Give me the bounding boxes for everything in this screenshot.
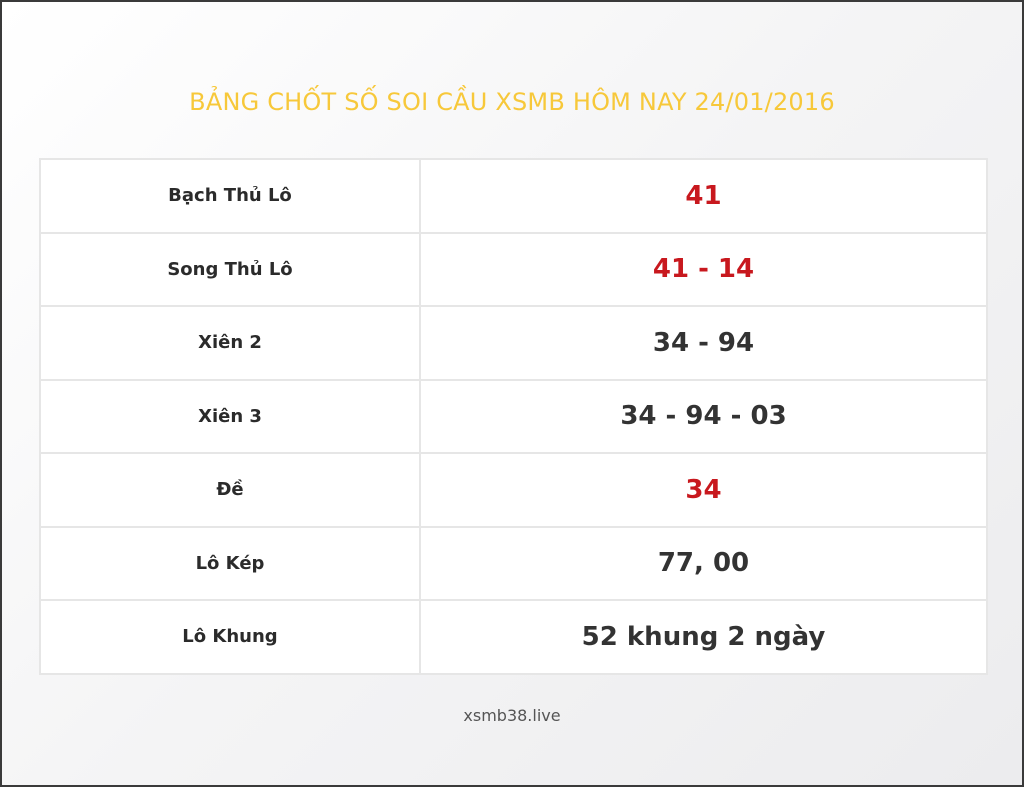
page-title: BẢNG CHỐT SỐ SOI CẦU XSMB HÔM NAY 24/01/… xyxy=(189,88,835,116)
row-value: 34 xyxy=(419,452,988,528)
row-label: Xiên 3 xyxy=(39,378,421,454)
row-label: Bạch Thủ Lô xyxy=(39,158,421,234)
row-value: 77, 00 xyxy=(419,525,988,601)
row-value: 41 xyxy=(419,158,988,234)
table-row: Lô Kép 77, 00 xyxy=(39,525,988,601)
row-value: 41 - 14 xyxy=(419,231,988,307)
table-row: Lô Khung 52 khung 2 ngày xyxy=(39,599,988,675)
row-label: Đề xyxy=(39,452,421,528)
site-watermark: xsmb38.live xyxy=(463,706,561,725)
prediction-table: Bạch Thủ Lô 41 Song Thủ Lô 41 - 14 Xiên 2 34 … xyxy=(39,158,988,675)
table-row: Bạch Thủ Lô 41 xyxy=(39,158,988,234)
row-value: 52 khung 2 ngày xyxy=(419,599,988,675)
table-row: Đề 34 xyxy=(39,452,988,528)
row-value: 34 - 94 - 03 xyxy=(419,378,988,454)
row-label: Lô Kép xyxy=(39,525,421,601)
row-label: Xiên 2 xyxy=(39,305,421,381)
table-row: Xiên 2 34 - 94 xyxy=(39,305,988,381)
row-label: Lô Khung xyxy=(39,599,421,675)
row-value: 34 - 94 xyxy=(419,305,988,381)
table-row: Song Thủ Lô 41 - 14 xyxy=(39,231,988,307)
table-row: Xiên 3 34 - 94 - 03 xyxy=(39,378,988,454)
row-label: Song Thủ Lô xyxy=(39,231,421,307)
